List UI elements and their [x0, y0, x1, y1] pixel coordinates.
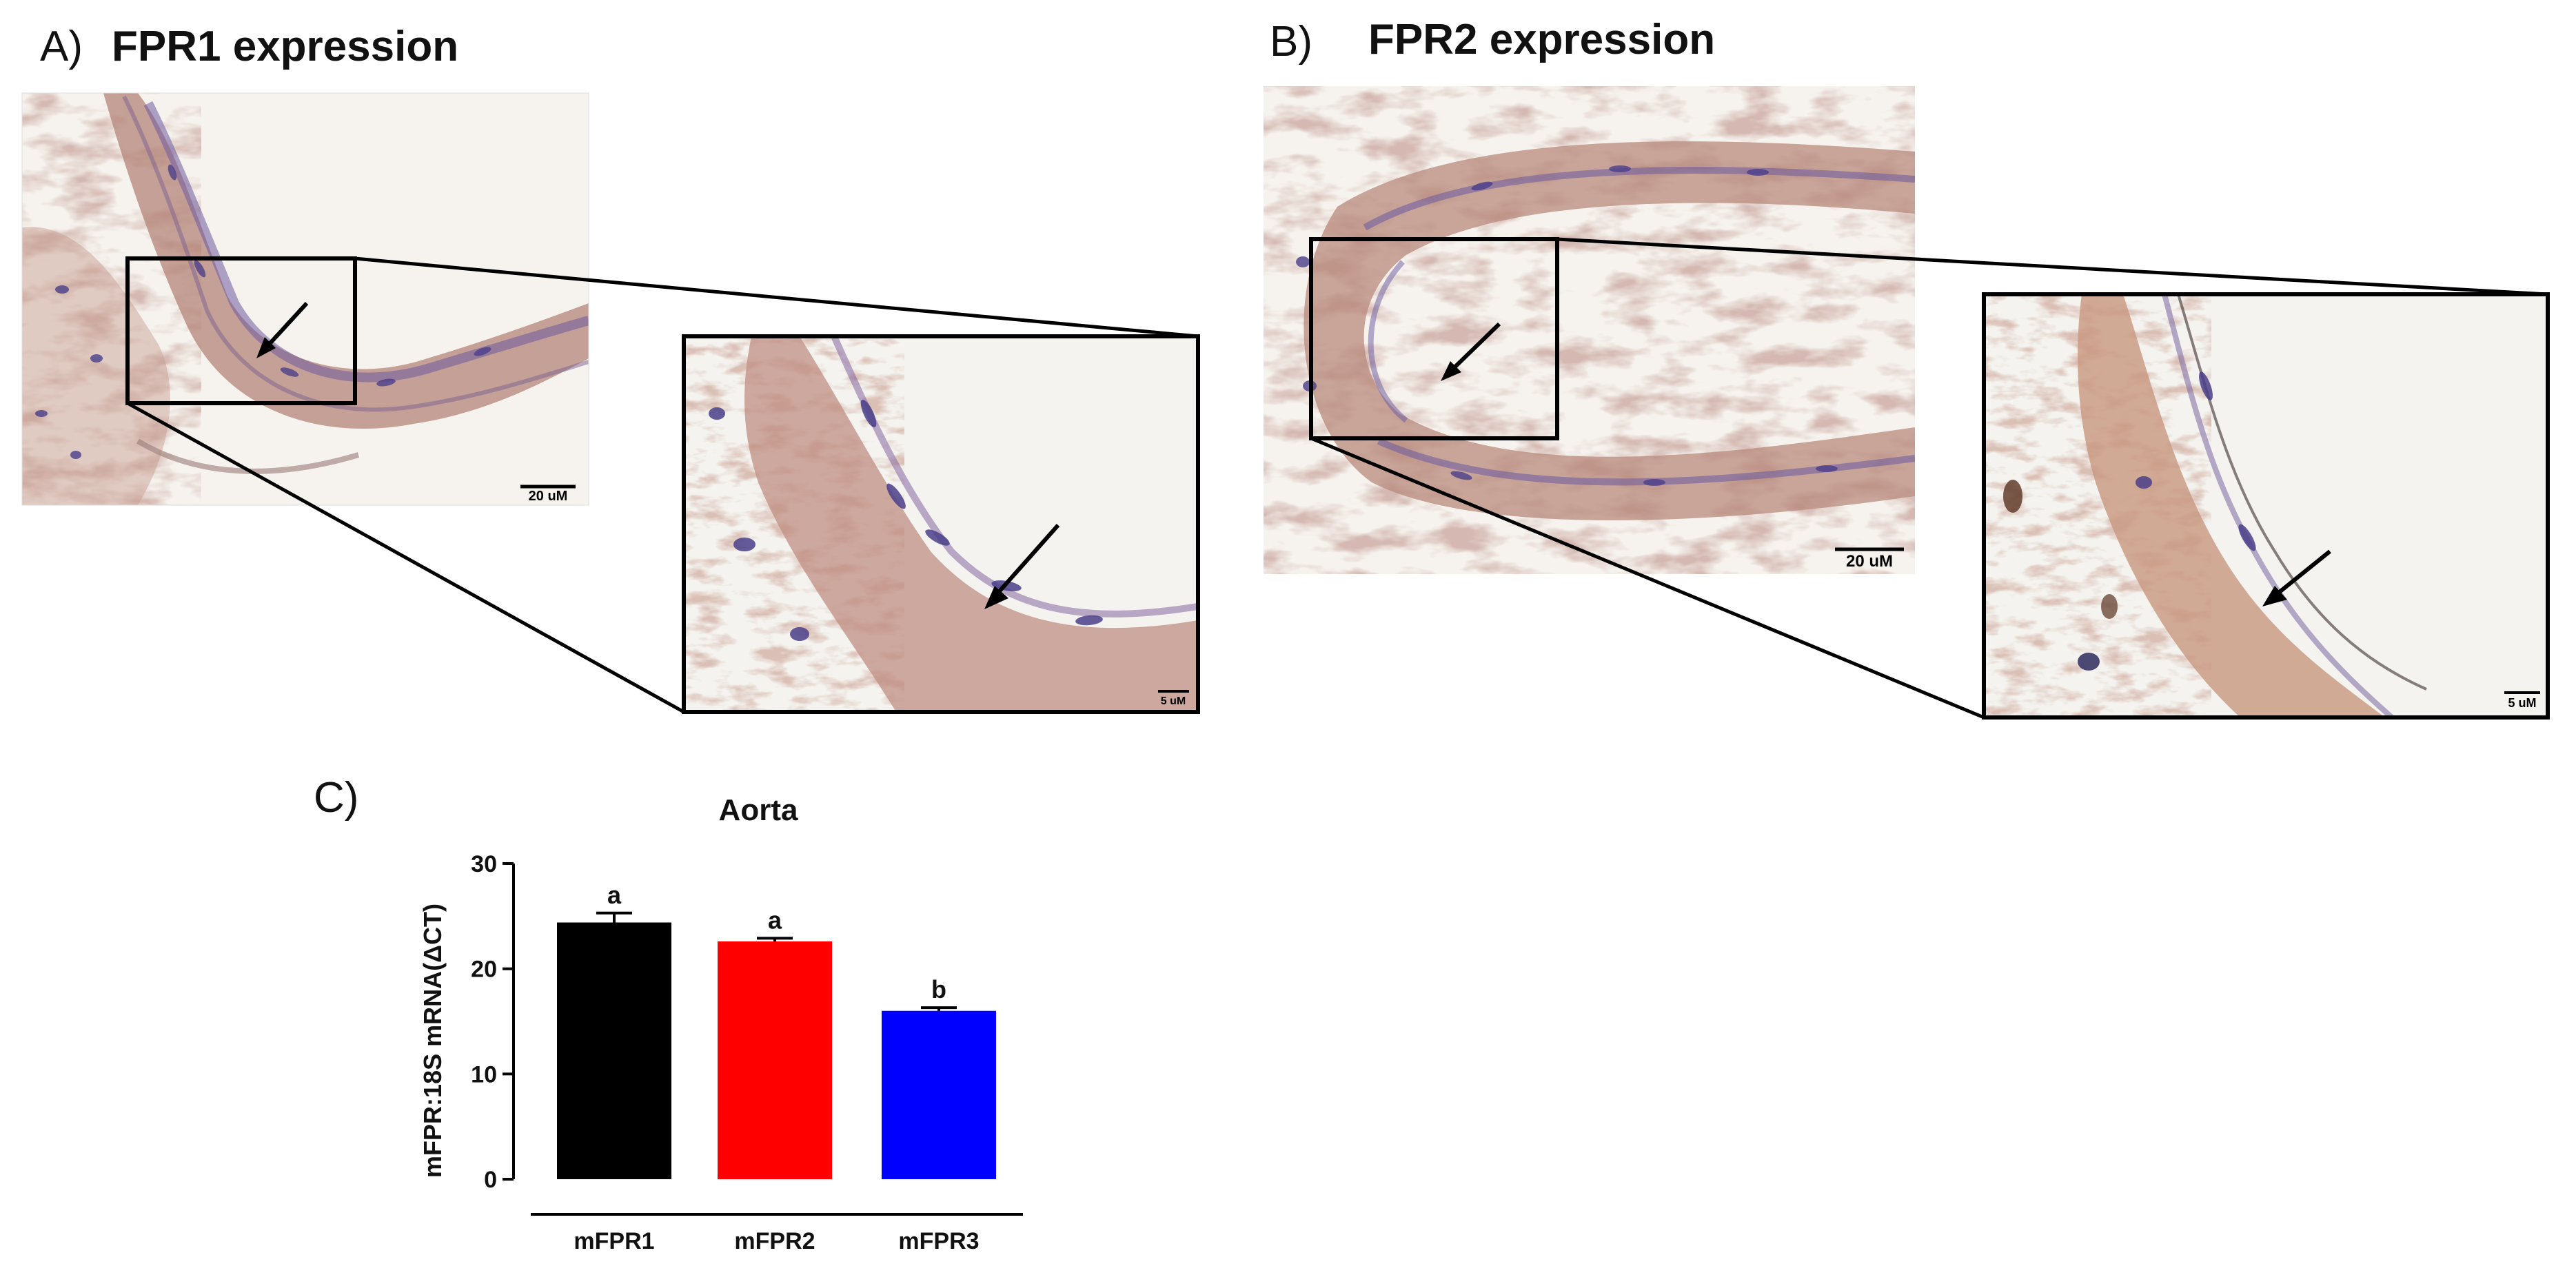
y-tick-label: 0: [484, 1167, 497, 1193]
fpr1-zoom-line-top: [354, 256, 1199, 338]
panel-a-letter: A): [40, 23, 83, 70]
x-tick-label: mFPR3: [898, 1228, 979, 1254]
x-tick-label: mFPR1: [574, 1228, 654, 1254]
fpr1-inset-micrograph: [682, 334, 1200, 714]
bar-mFPR2: [718, 941, 832, 1179]
chart-axes: [503, 862, 1023, 1216]
bar-mFPR3: [882, 1010, 996, 1179]
panel-b-letter: B): [1270, 18, 1312, 65]
x-tick-label: mFPR2: [734, 1228, 815, 1254]
fpr1-micrograph: [21, 92, 589, 506]
y-axis-label: mFPR:18S mRNA(ΔCT): [418, 904, 447, 1178]
fpr2-zoom-line-top: [1556, 237, 2548, 296]
chart-labels: 0 10 20 30 a mFPR1 a mFPR2 b mFPR3: [471, 851, 979, 1254]
significance-label: a: [607, 881, 622, 909]
panel-a-title: FPR1 expression: [112, 23, 459, 70]
fpr1-zoom-line-bottom: [126, 401, 685, 714]
significance-label: b: [931, 975, 946, 1003]
chart-bars: [557, 911, 996, 1179]
y-tick-label: 20: [471, 957, 497, 983]
fpr2-inset-micrograph: [1982, 292, 2550, 720]
significance-label: a: [768, 906, 782, 934]
fpr2-main-scale-label: 20 uM: [1846, 552, 1893, 571]
chart-title: Aorta: [719, 793, 798, 827]
y-tick-label: 30: [471, 851, 497, 877]
panel-c-letter: C): [314, 774, 359, 822]
fpr2-micrograph: [1264, 86, 1915, 574]
panel-b-title: FPR2 expression: [1368, 16, 1716, 63]
fpr2-inset-scale-label: 5 uM: [2508, 696, 2536, 710]
fpr1-main-scale-label: 20 uM: [529, 489, 568, 504]
fpr1-inset-scale-label: 5 uM: [1161, 695, 1186, 707]
y-tick-label: 10: [471, 1061, 497, 1088]
bar-mFPR1: [557, 922, 671, 1179]
fpr2-zoom-line-bottom: [1310, 436, 1985, 720]
